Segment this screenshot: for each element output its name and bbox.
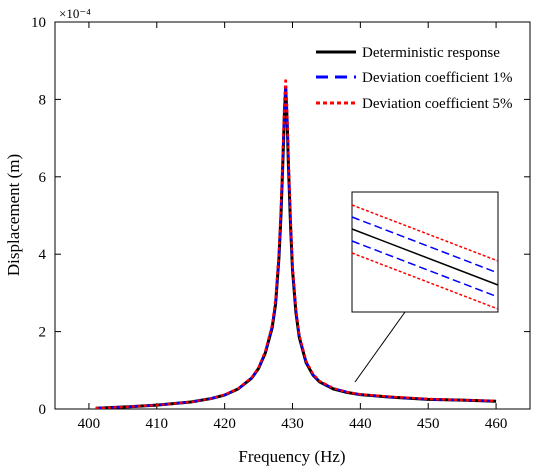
x-tick-label: 440: [349, 416, 372, 432]
x-tick-label: 420: [213, 416, 236, 432]
x-axis-title: Frequency (Hz): [238, 447, 345, 466]
x-tick-label: 430: [281, 416, 304, 432]
zoom-line-deviation-1-upper: [351, 216, 499, 274]
y-tick-label: 6: [39, 170, 47, 186]
legend-label-deviation-1: Deviation coefficient 1%: [362, 70, 513, 86]
y-multiplier-label: ×10⁻⁴: [59, 6, 91, 21]
axis-ticks: 400 410 420 430 440 450 460 0 2 4 6 8 10: [31, 15, 530, 432]
series-lines: [95, 76, 497, 409]
x-tick-label: 460: [485, 416, 508, 432]
legend-label-deviation-5: Deviation coefficient 5%: [362, 96, 513, 112]
y-tick-label: 10: [31, 15, 46, 31]
y-tick-label: 4: [39, 247, 47, 263]
series-line-2: [95, 76, 497, 409]
legend: Deterministic response Deviation coeffic…: [316, 45, 513, 112]
zoom-line-deviation-5-upper: [351, 204, 499, 262]
x-tick-label: 410: [146, 416, 169, 432]
legend-label-deterministic: Deterministic response: [362, 45, 500, 61]
zoom-line-deterministic: [351, 228, 499, 286]
zoom-inset: [351, 191, 499, 383]
zoom-pointer-line: [354, 311, 406, 383]
zoom-inset-frame: [351, 191, 499, 313]
x-tick-label: 450: [417, 416, 440, 432]
y-tick-label: 2: [39, 325, 47, 341]
x-tick-label: 400: [78, 416, 101, 432]
y-tick-label: 0: [39, 402, 47, 418]
y-tick-label: 8: [39, 92, 47, 108]
zoom-line-deviation-5-lower: [351, 252, 499, 310]
y-axis-title: Displacement (m): [4, 154, 23, 276]
zoom-line-deviation-1-lower: [351, 240, 499, 298]
